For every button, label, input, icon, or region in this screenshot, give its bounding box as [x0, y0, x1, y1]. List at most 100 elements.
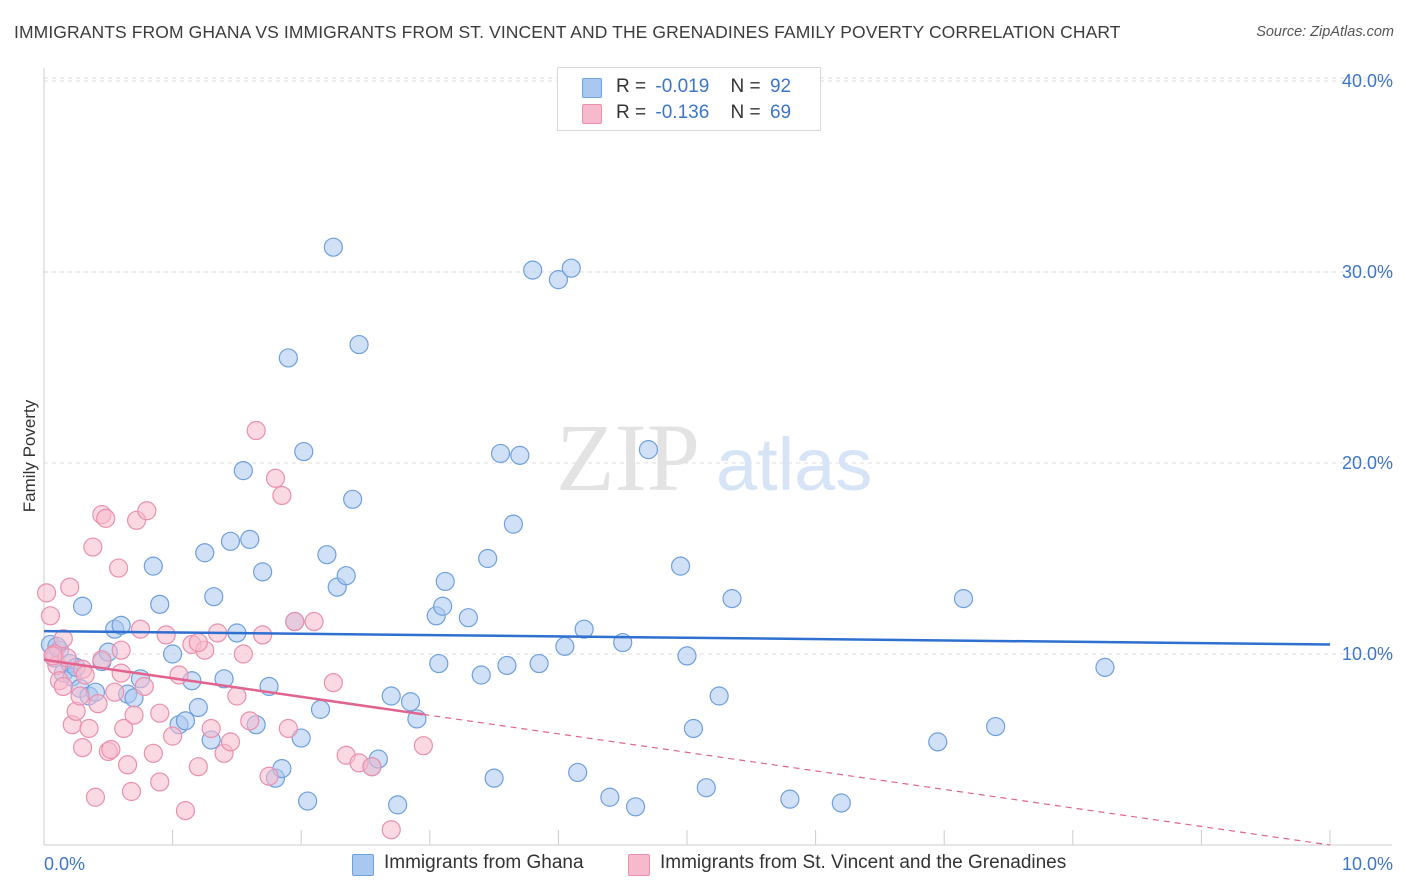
y-tick-label: 40.0% — [1342, 71, 1393, 91]
watermark: ZIP atlas — [556, 404, 872, 511]
ghana-point — [294, 441, 314, 462]
stvincent-point — [96, 508, 116, 528]
ghana-point — [253, 562, 273, 582]
ghana-point — [150, 594, 170, 614]
ghana-point — [709, 686, 729, 706]
stvincent-point — [175, 801, 196, 821]
ghana-point — [143, 556, 163, 576]
stvincent-point — [117, 755, 138, 775]
ghana-point — [683, 718, 704, 739]
ghana-point — [638, 440, 659, 460]
stvincent-point — [413, 736, 433, 756]
stvincent-point — [70, 686, 90, 706]
series-stvincent-points — [36, 420, 433, 840]
stvincent-point — [75, 665, 95, 685]
stvincent-point — [272, 485, 292, 506]
stvincent-point — [143, 743, 163, 763]
legend-text-stvincent: R = -0.136 N = 69 — [616, 102, 791, 124]
ghana-point — [625, 797, 646, 817]
stvincent-point — [101, 739, 121, 760]
stvincent-point — [240, 711, 260, 731]
ghana-point — [310, 699, 331, 719]
stvincent-point — [83, 537, 103, 557]
stvincent-point — [362, 757, 382, 777]
stvincent-point — [150, 772, 170, 792]
n-label: N = — [730, 76, 761, 97]
ghana-point — [561, 258, 581, 278]
y-tick-label: 10.0% — [1342, 644, 1393, 664]
stvincent-point — [88, 694, 108, 714]
correlation-legend: R = -0.019 N = 92 R = -0.136 N = 69 — [557, 67, 821, 131]
stvincent-point — [304, 611, 324, 632]
ghana-point — [381, 686, 401, 706]
stvincent-point — [36, 583, 57, 603]
ghana-point — [220, 531, 241, 551]
stvincent-point — [201, 718, 221, 739]
source-credit: Source: ZipAtlas.com — [1256, 24, 1394, 40]
stvincent-point — [220, 732, 241, 752]
legend-swatch-blue — [582, 78, 602, 98]
ghana-point — [233, 461, 253, 481]
stvincent-point — [85, 787, 106, 807]
chart-title: IMMIGRANTS FROM GHANA VS IMMIGRANTS FROM… — [14, 22, 1121, 42]
ghana-point — [336, 566, 356, 586]
ghana-point — [677, 646, 697, 666]
stvincent-point — [137, 501, 157, 521]
gridlines — [44, 77, 1392, 655]
ghana-point — [503, 514, 523, 534]
stvincent-point — [111, 640, 131, 660]
ghana-point — [555, 636, 575, 656]
ghana-point — [831, 793, 851, 813]
ghana-point — [529, 653, 549, 674]
stvincent-point — [246, 420, 266, 441]
ghana-point — [240, 529, 260, 550]
ghana-point — [72, 596, 93, 616]
ghana-point — [111, 615, 131, 635]
stvincent-trend-line — [43, 658, 424, 716]
bottom-legend-swatch-blue — [352, 854, 374, 876]
ghana-point — [188, 697, 208, 718]
y-tick-label: 30.0% — [1342, 262, 1393, 282]
ghana-point — [1095, 657, 1115, 677]
ghana-point — [323, 237, 343, 257]
x-tick-label-max: 10.0% — [1342, 854, 1393, 874]
ghana-point — [986, 716, 1006, 737]
ghana-point — [429, 653, 449, 674]
stvincent-point — [156, 625, 176, 645]
bottom-legend-label-ghana: Immigrants from Ghana — [384, 852, 584, 873]
ghana-point — [523, 260, 543, 280]
n-label: N = — [730, 102, 761, 123]
stvincent-point — [278, 718, 298, 739]
stvincent-point — [53, 676, 73, 697]
ghana-point — [953, 589, 974, 609]
stvincent-point — [150, 703, 170, 723]
ghana-point — [600, 787, 620, 807]
stvincent-point — [233, 644, 253, 664]
ghana-point — [298, 791, 318, 811]
legend-swatch-pink — [582, 104, 602, 124]
ghana-point — [780, 789, 800, 809]
ghana-point — [722, 589, 742, 609]
stvincent-point — [381, 820, 401, 840]
stvincent-point — [227, 686, 247, 706]
stvincent-point — [188, 632, 208, 653]
n-value-stvincent: 69 — [769, 102, 792, 123]
ghana-point — [510, 445, 530, 465]
y-tick-label: 20.0% — [1342, 453, 1393, 473]
r-label: R = — [616, 76, 647, 97]
x-tick-labels: 0.0% 10.0% — [44, 854, 1393, 874]
ghana-point — [490, 443, 511, 464]
ghana-point — [278, 348, 298, 368]
ghana-point — [471, 665, 491, 685]
r-value-ghana: -0.019 — [655, 76, 710, 97]
stvincent-point — [188, 757, 208, 777]
n-value-ghana: 92 — [769, 76, 792, 97]
stvincent-point — [105, 682, 125, 702]
watermark-atlas: atlas — [716, 423, 872, 506]
ghana-point — [317, 545, 337, 565]
y-tick-labels: 10.0% 20.0% 30.0% 40.0% — [1342, 71, 1393, 664]
ghana-point — [696, 778, 716, 798]
r-label: R = — [616, 102, 647, 123]
x-tick-label-min: 0.0% — [44, 854, 85, 874]
